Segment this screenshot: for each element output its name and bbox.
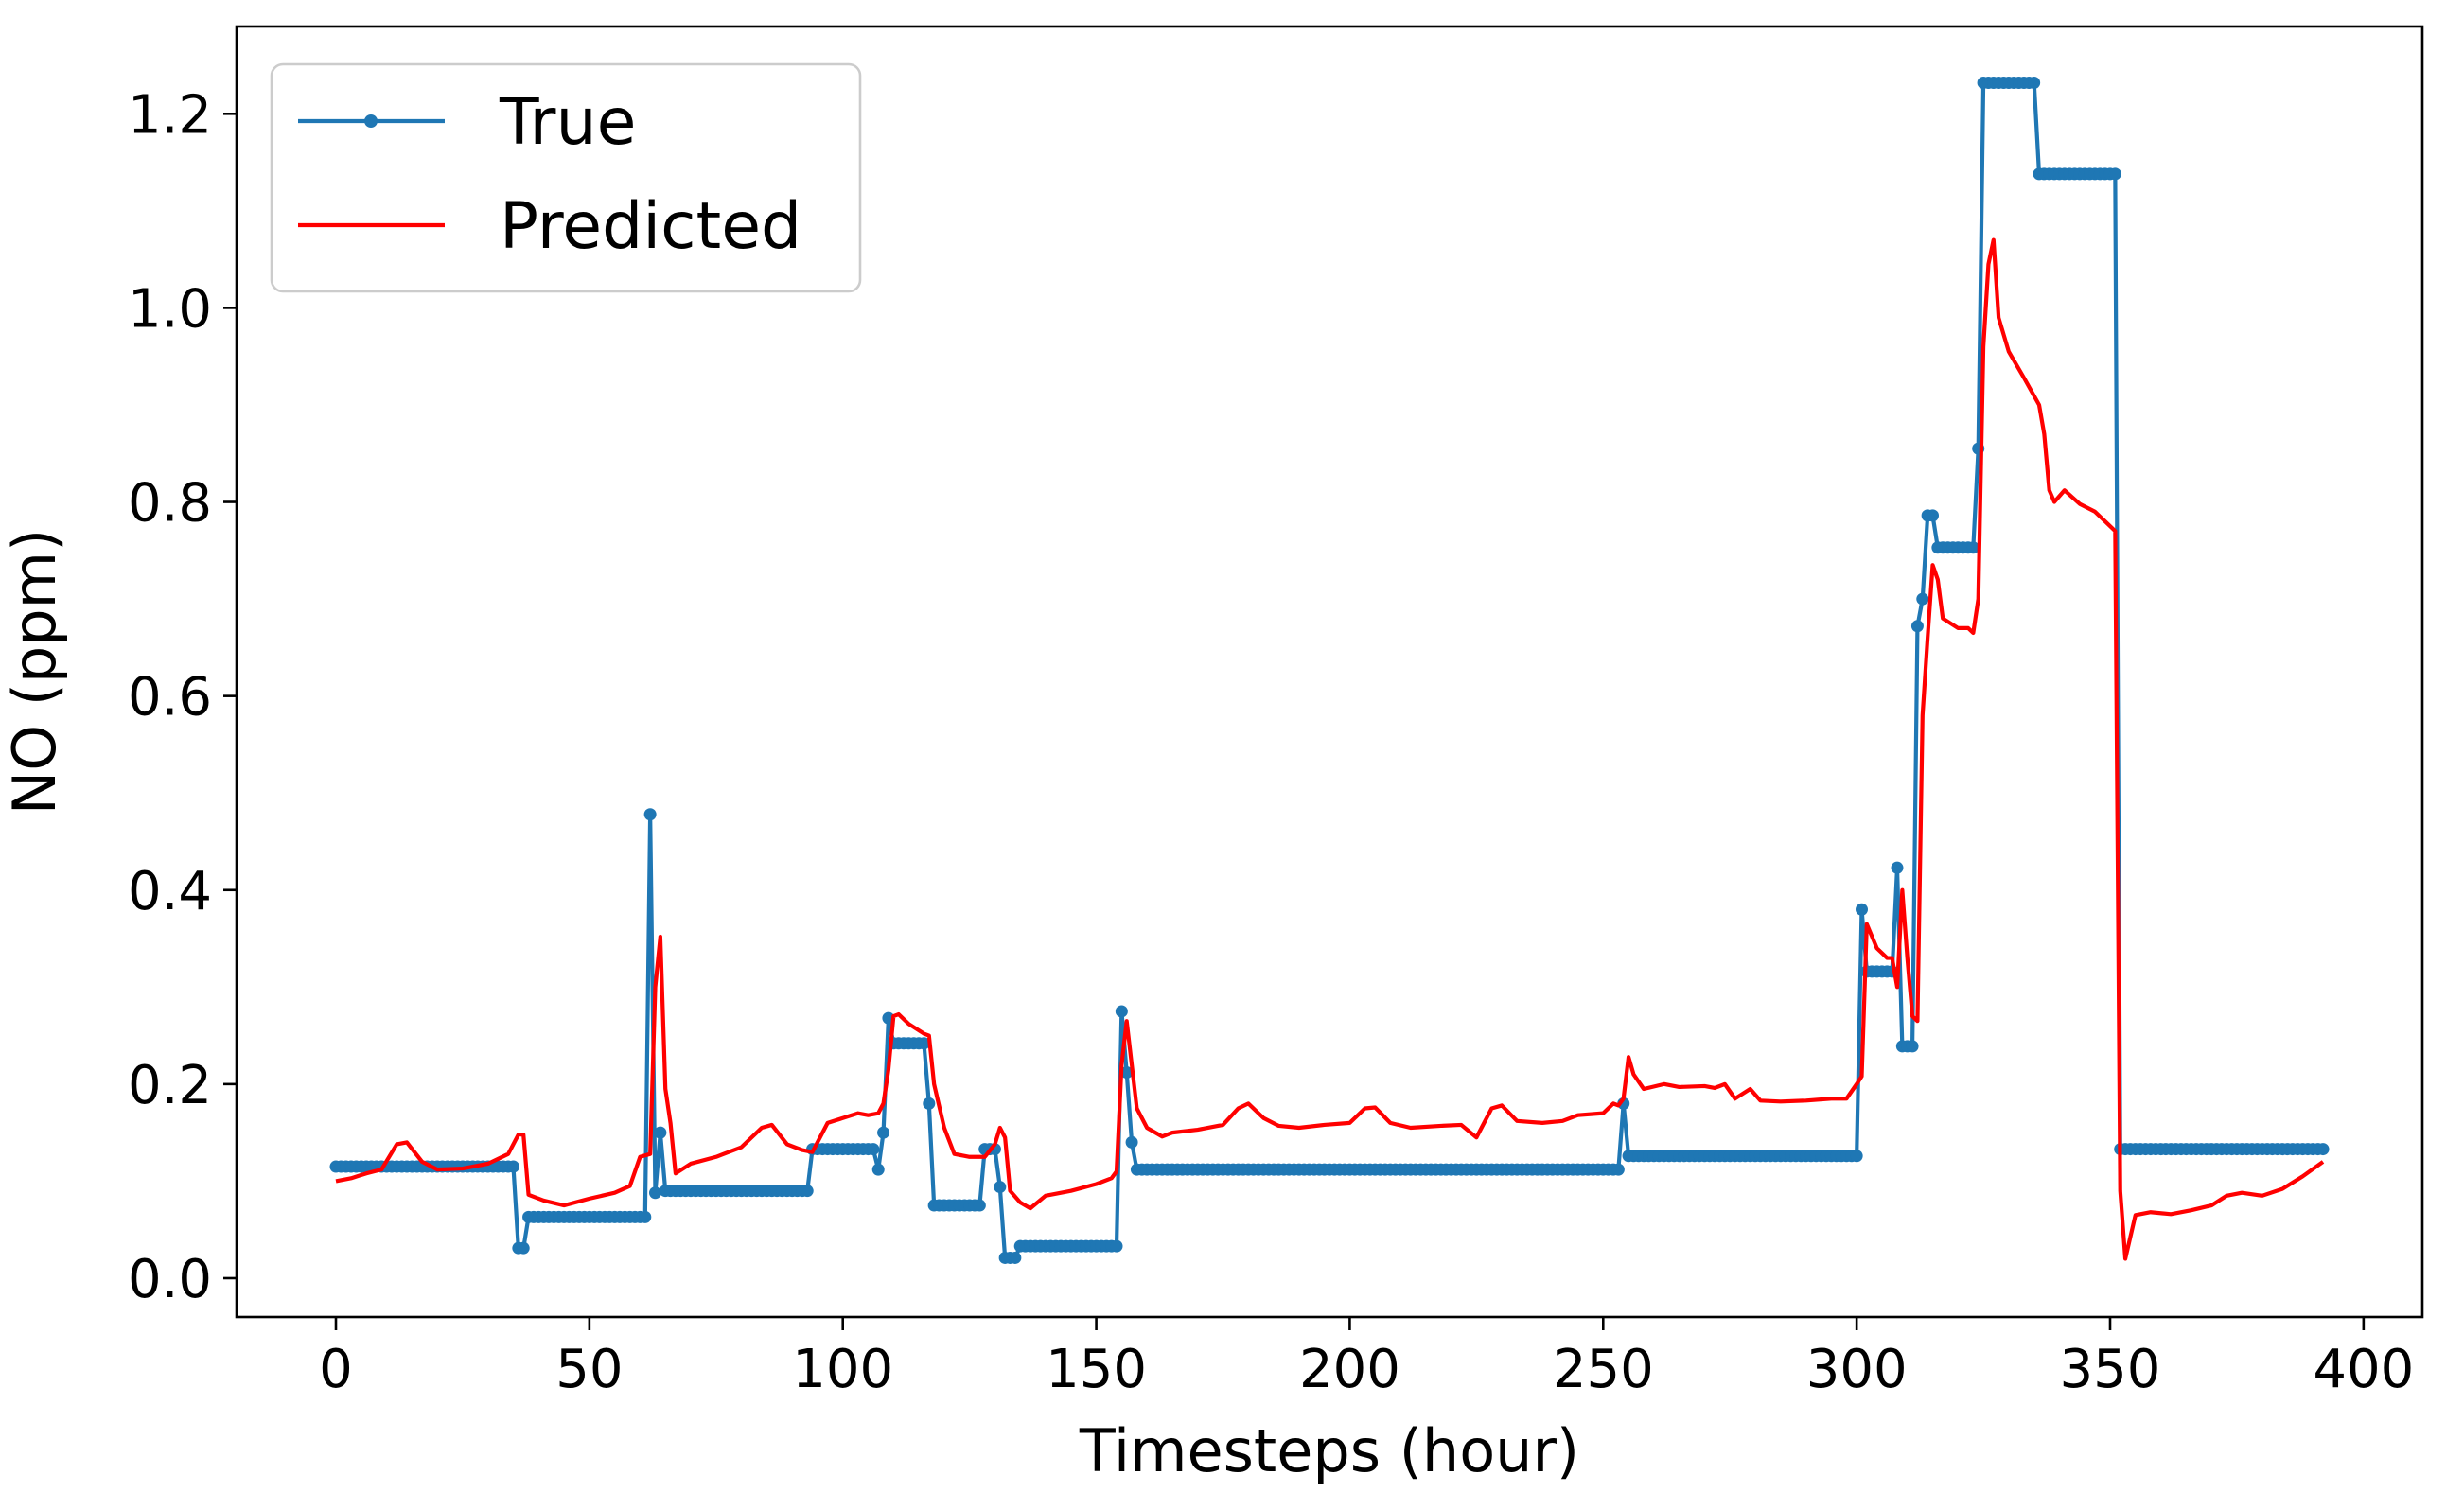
x-tick-label: 350 — [2060, 1339, 2161, 1400]
y-tick-label: 0.4 — [128, 861, 212, 922]
y-tick-label: 0.0 — [128, 1249, 212, 1310]
y-tick-label: 0.6 — [128, 667, 212, 729]
y-axis: 0.0 0.2 0.4 0.6 0.8 1.0 1.2 — [128, 84, 237, 1310]
series-true-point — [1916, 592, 1929, 606]
series-true-point — [649, 1186, 661, 1200]
y-axis-label: NO (ppm) — [0, 529, 69, 815]
series-true-point — [871, 1163, 885, 1176]
series-true-point — [1891, 861, 1904, 874]
axes-frame — [235, 25, 2424, 1319]
plot-area — [329, 76, 2330, 1264]
legend-marker-true — [364, 114, 378, 128]
series-true-point — [1966, 541, 1980, 554]
series-true-point — [517, 1241, 530, 1255]
series-true-point — [1927, 509, 1939, 522]
series-true-point — [801, 1185, 814, 1198]
y-tick-label: 1.0 — [128, 278, 212, 340]
series-true-point — [1009, 1251, 1022, 1264]
x-axis: 0 50 100 150 200 250 300 350 400 — [319, 1317, 2414, 1400]
x-tick-label: 50 — [555, 1339, 623, 1400]
series-true-point — [1110, 1239, 1123, 1253]
legend: True Predicted — [270, 62, 862, 293]
series-true-point — [2316, 1143, 2330, 1156]
series-true-point — [2108, 167, 2121, 181]
x-tick-label: 250 — [1553, 1339, 1654, 1400]
series-true-point — [1856, 903, 1868, 916]
x-tick-label: 100 — [792, 1339, 893, 1400]
series-predicted-line — [335, 237, 2325, 1261]
y-tick-label: 1.2 — [128, 84, 212, 146]
y-tick-label: 0.8 — [128, 473, 212, 535]
series-true-point — [1115, 1005, 1128, 1018]
series-true-point — [507, 1160, 519, 1173]
series-true-point — [923, 1097, 936, 1110]
series-true-point — [2028, 76, 2041, 89]
series-true-point — [639, 1210, 652, 1223]
series-true-point — [917, 1037, 930, 1050]
series-true-point — [1910, 620, 1924, 633]
series-true-point — [994, 1181, 1007, 1194]
legend-label-true: True — [499, 85, 636, 160]
series-true-point — [1850, 1150, 1863, 1163]
x-tick-label: 300 — [1806, 1339, 1908, 1400]
series-true-point — [1906, 1040, 1919, 1053]
series-true-point — [1611, 1163, 1625, 1176]
series-true-point — [973, 1199, 986, 1212]
legend-label-predicted: Predicted — [500, 189, 801, 264]
x-tick-label: 0 — [319, 1339, 353, 1400]
series-true-point — [867, 1143, 880, 1156]
x-axis-label: Timesteps (hour) — [1079, 1416, 1579, 1485]
series-true-markers — [329, 76, 2330, 1264]
x-tick-label: 200 — [1299, 1339, 1400, 1400]
series-true-point — [643, 808, 657, 821]
series-true-point — [1120, 1066, 1134, 1080]
x-tick-label: 150 — [1046, 1339, 1147, 1400]
x-tick-label: 400 — [2313, 1339, 2414, 1400]
series-true-point — [1125, 1135, 1138, 1149]
y-tick-label: 0.2 — [128, 1055, 212, 1116]
series-true-point — [877, 1126, 890, 1139]
series-true-point — [654, 1126, 667, 1139]
